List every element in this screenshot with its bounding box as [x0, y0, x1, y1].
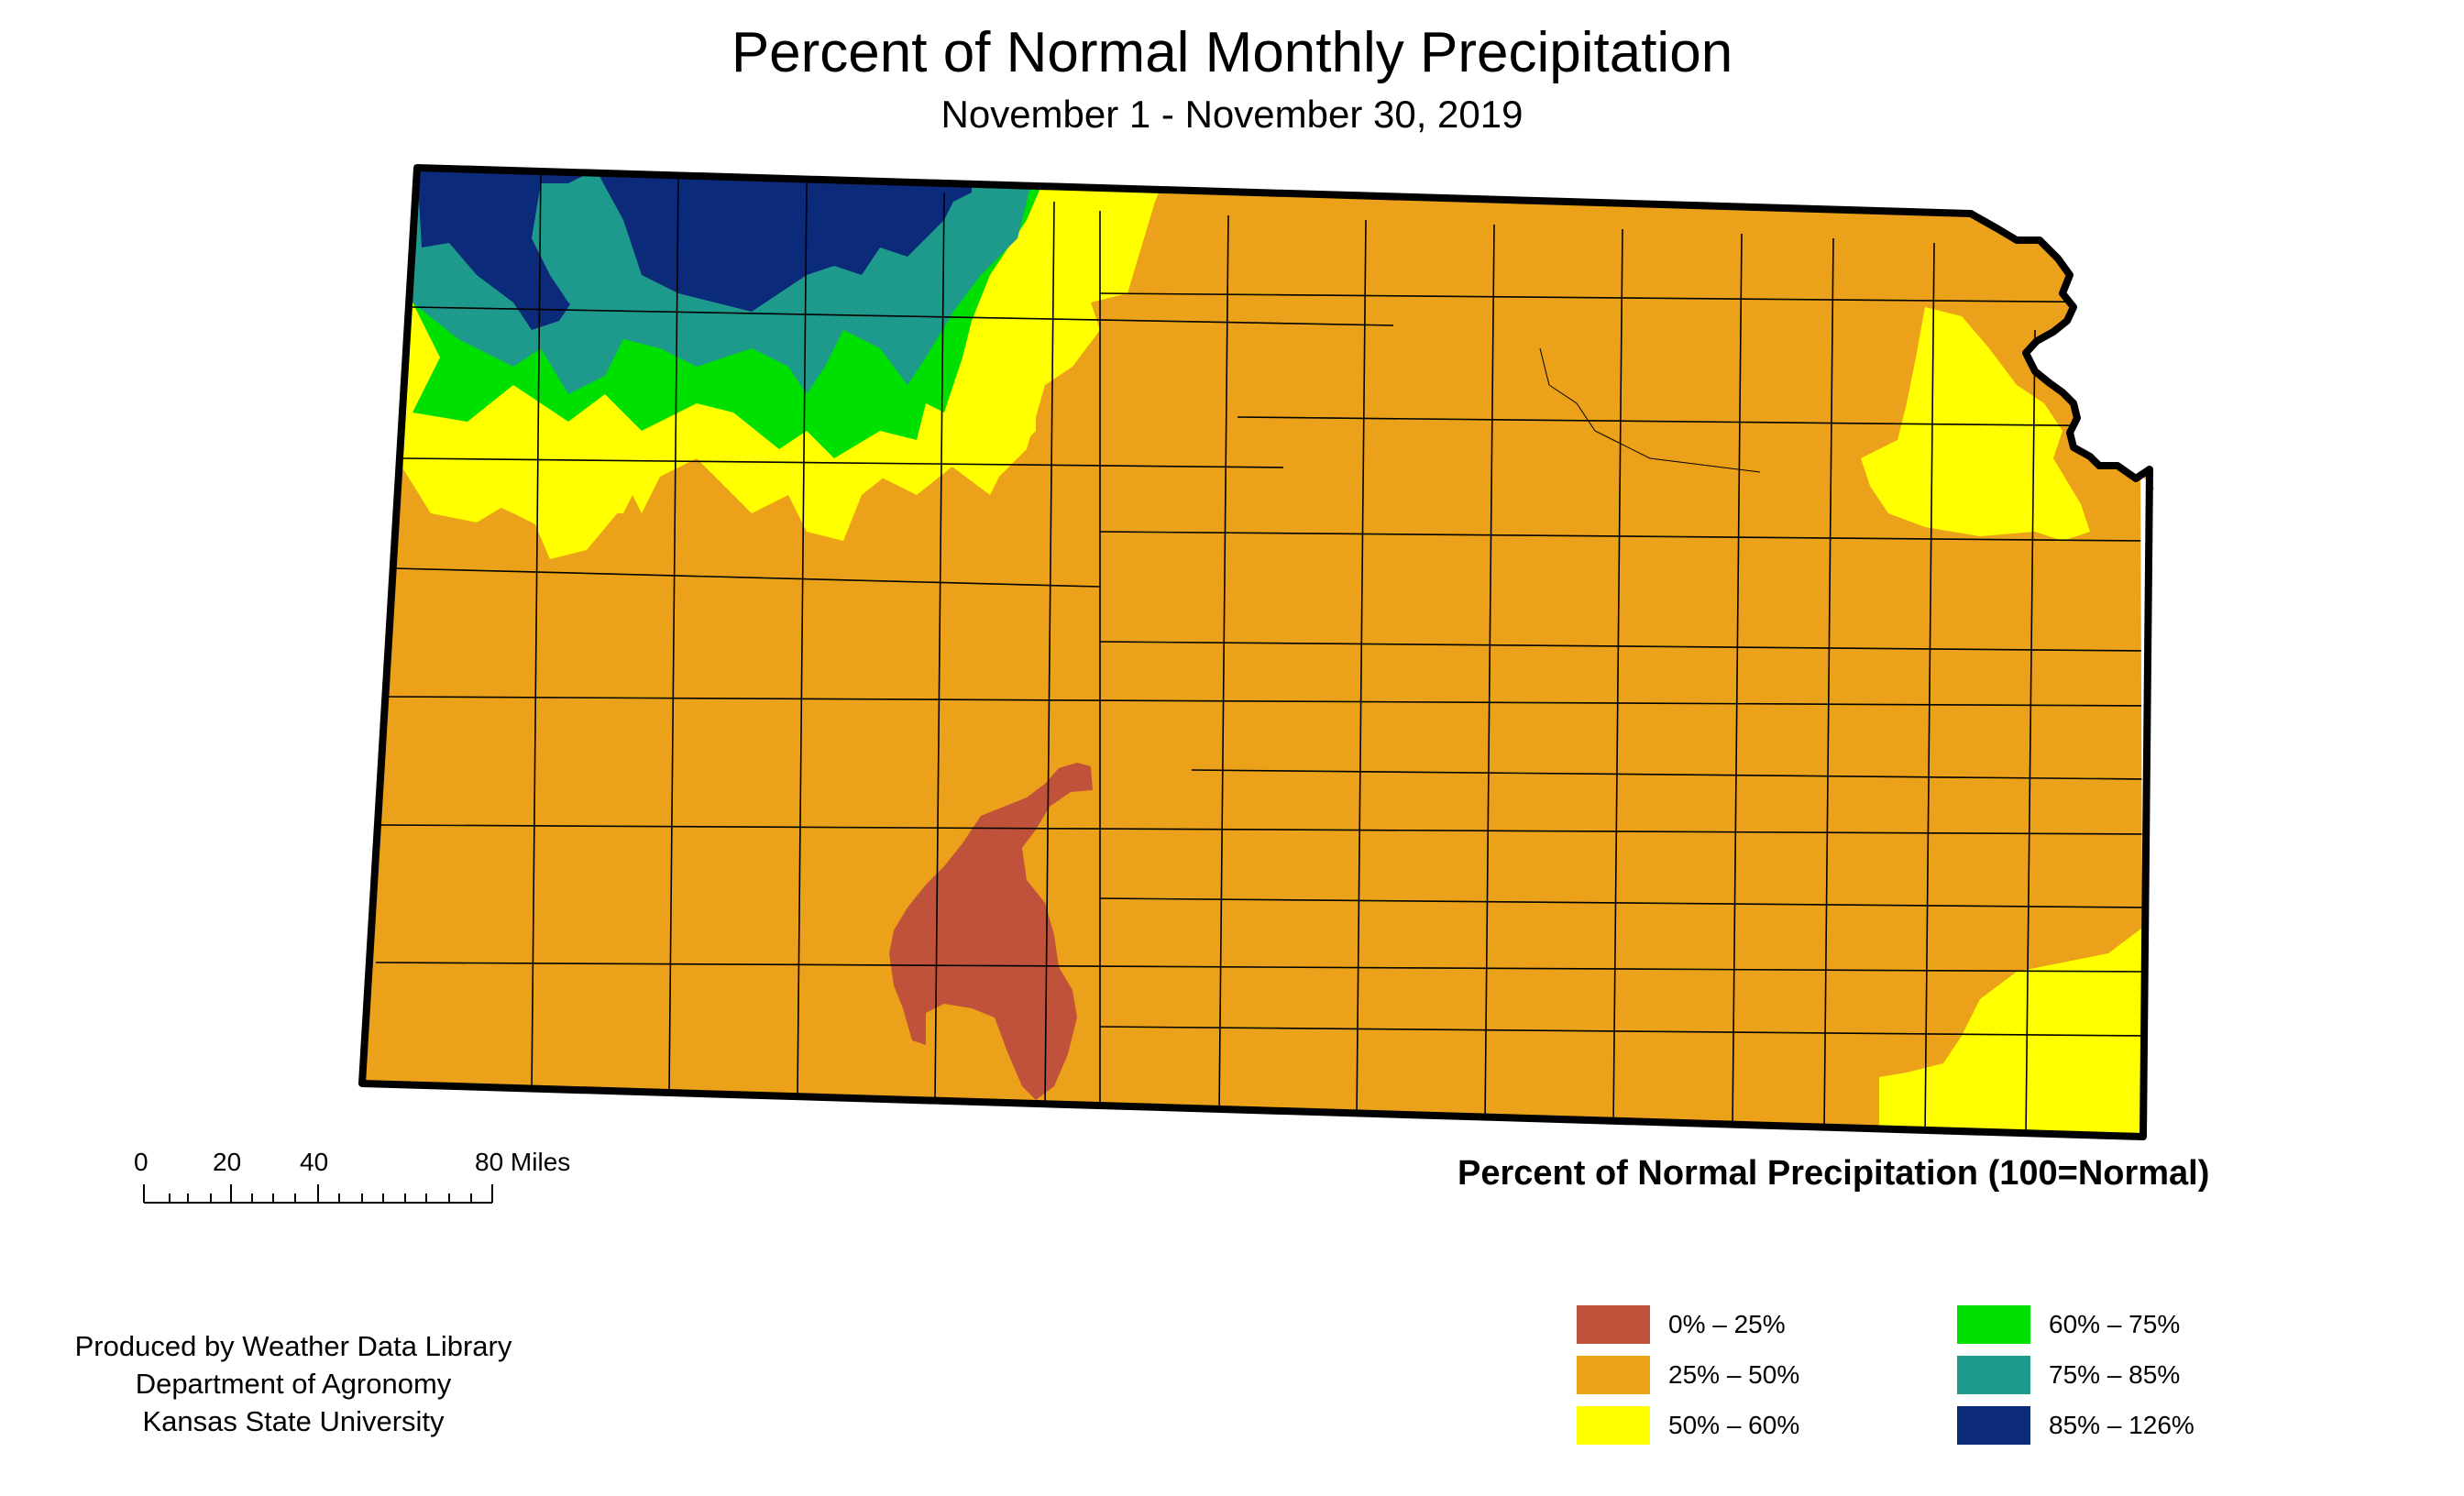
zone-75-85-northwest-2: [532, 183, 623, 321]
credits: Produced by Weather Data Library Departm…: [55, 1327, 532, 1440]
legend-swatch: [1957, 1406, 2030, 1445]
legend-item-25-50: 25% – 50%: [1577, 1352, 1799, 1398]
legend-swatch: [1577, 1356, 1650, 1394]
legend-swatch: [1577, 1305, 1650, 1344]
scale-tick-40: 40: [300, 1148, 329, 1176]
county-boundaries: [375, 168, 2146, 1137]
kansas-state-border: [358, 164, 2153, 1140]
legend-item-0-25: 0% – 25%: [1577, 1302, 1786, 1348]
legend-label: 60% – 75%: [2049, 1310, 2181, 1338]
credits-line-1: Produced by Weather Data Library: [74, 1330, 512, 1362]
legend-swatch: [1957, 1305, 2030, 1344]
legend-item-75-85: 75% – 85%: [1957, 1352, 2180, 1398]
scale-tick-80: 80 Miles: [475, 1148, 571, 1176]
map-title: Percent of Normal Monthly Precipitation: [731, 21, 1733, 84]
credits-line-2: Department of Agronomy: [135, 1368, 452, 1400]
legend-label: 75% – 85%: [2049, 1360, 2181, 1389]
scale-tick-0: 0: [134, 1148, 148, 1176]
map-subtitle: November 1 - November 30, 2019: [940, 93, 1524, 136]
legend-item-60-75: 60% – 75%: [1957, 1302, 2180, 1348]
legend-label: 25% – 50%: [1668, 1360, 1800, 1389]
legend-label: 50% – 60%: [1668, 1411, 1800, 1439]
legend-title: Percent of Normal Precipitation (100=Nor…: [1458, 1154, 2210, 1193]
zone-50-60-southeast: [1879, 926, 2154, 1137]
legend-label: 85% – 126%: [2049, 1411, 2194, 1439]
scale-bar: [143, 1184, 493, 1204]
zone-0-25-south-central: [889, 763, 1093, 1100]
legend-item-50-60: 50% – 60%: [1577, 1402, 1799, 1448]
legend-swatch: [1577, 1406, 1650, 1445]
scale-tick-20: 20: [213, 1148, 242, 1176]
legend-item-85-126: 85% – 126%: [1957, 1402, 2194, 1448]
legend-swatch: [1957, 1356, 2030, 1394]
legend-label: 0% – 25%: [1668, 1310, 1786, 1338]
credits-line-3: Kansas State University: [142, 1405, 445, 1437]
